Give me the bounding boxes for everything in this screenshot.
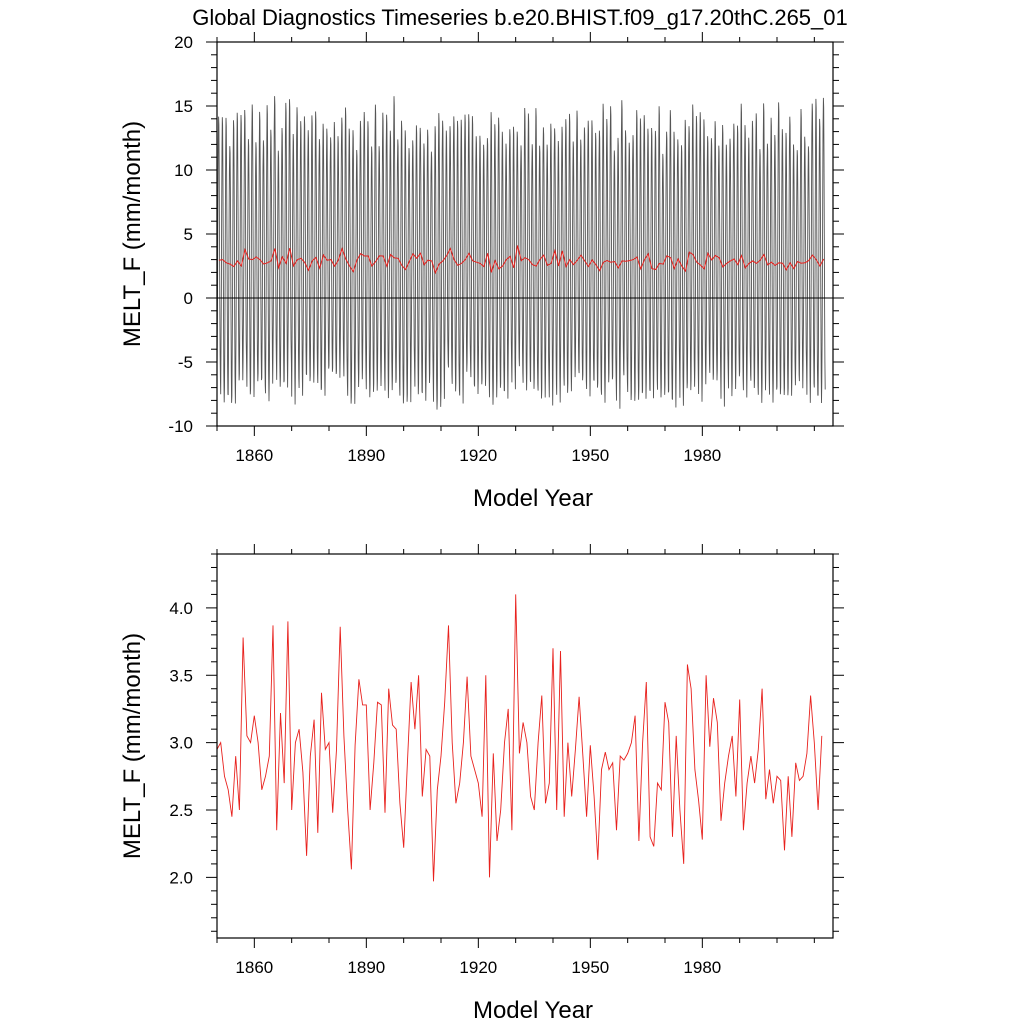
y-tick-label: 0 [184,289,193,308]
y-tick-label: 3.5 [169,666,193,685]
y-tick-label: -10 [168,417,193,436]
x-tick-label: 1950 [571,958,609,977]
y-axis-title: MELT_F (mm/month) [119,633,146,859]
y-tick-label: 2.5 [169,801,193,820]
annual-series-line [216,594,823,882]
y-tick-label: 4.0 [169,599,193,618]
x-tick-label: 1920 [459,446,497,465]
chart-panel-1: 1860 1890 1920 1950 1980 -10 -5 0 5 10 15 20 Model Y… [119,32,844,512]
x-tick-label: 1920 [459,958,497,977]
chart-panel-2: 1860 1890 1920 1950 1980 2.0 2.5 3.0 3.5 4.0 Model… [119,544,844,1024]
y-tick-label: 5 [184,225,193,244]
x-axis-title: Model Year [473,485,593,512]
annual-mean-line [218,245,825,275]
x-tick-label: 1860 [235,958,273,977]
x-tick-label: 1980 [683,446,721,465]
y-tick-label: 10 [174,161,193,180]
y-tick-label: 15 [174,97,193,116]
y-tick-label: 20 [174,33,193,52]
x-tick-label: 1950 [571,446,609,465]
monthly-series-line [217,96,826,410]
x-tick-label: 1890 [347,446,385,465]
x-tick-label: 1980 [683,958,721,977]
x-tick-label: 1860 [235,446,273,465]
chart-title: Global Diagnostics Timeseries b.e20.BHIS… [192,5,848,30]
y-axis-title: MELT_F (mm/month) [119,121,146,347]
x-axis-title: Model Year [473,997,593,1024]
x-tick-label: 1890 [347,958,385,977]
plot-frame [216,553,834,939]
y-tick-label: 2.0 [169,868,193,887]
y-tick-label: 3.0 [169,734,193,753]
y-tick-label: -5 [178,353,193,372]
